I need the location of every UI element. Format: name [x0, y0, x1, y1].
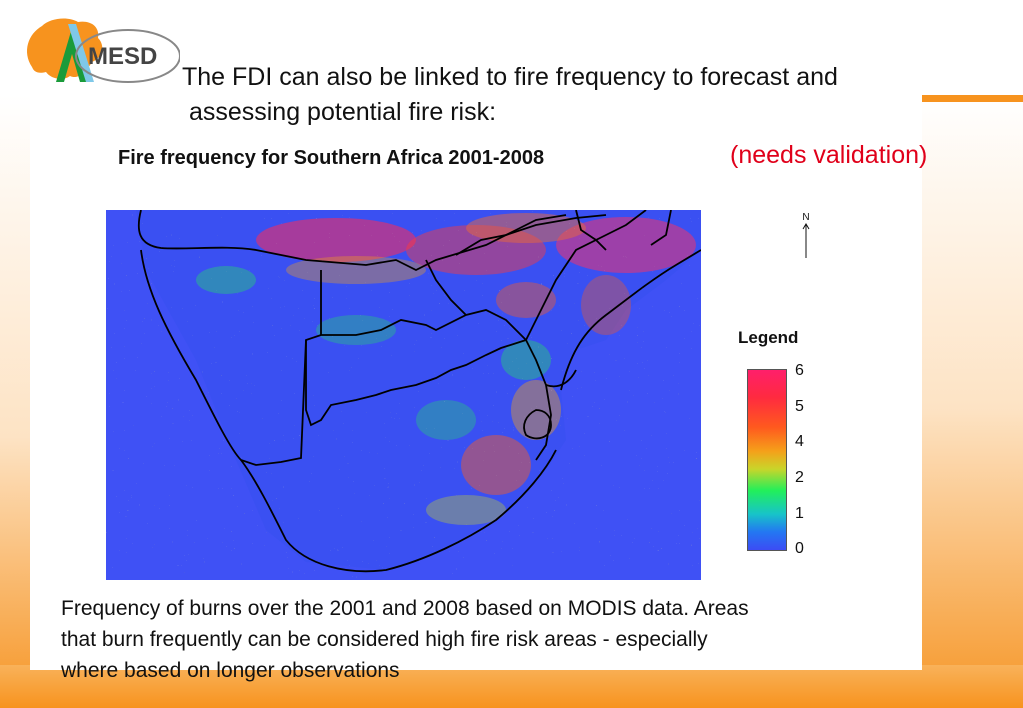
caption-line2: that burn frequently can be considered h…: [61, 628, 708, 651]
left-gradient: [0, 95, 30, 665]
headline: The FDI can also be linked to fire frequ…: [182, 60, 838, 130]
legend-color-bar: [747, 369, 787, 551]
svg-text:N: N: [802, 212, 809, 223]
legend-tick-label: 5: [795, 398, 804, 415]
speckle-texture: [106, 210, 701, 580]
legend-tick-label: 4: [795, 433, 804, 450]
north-arrow: N: [802, 212, 810, 258]
legend-tick-label: 2: [795, 469, 804, 486]
right-gradient: [922, 95, 1023, 665]
legend-tick-label: 6: [795, 362, 804, 379]
validation-note: (needs validation): [730, 141, 928, 169]
svg-text:MESD: MESD: [88, 43, 157, 70]
caption-line1: Frequency of burns over the 2001 and 200…: [61, 597, 749, 620]
bottom-band: [0, 665, 1023, 708]
country-borders: [137, 210, 701, 573]
fire-frequency-map: [106, 210, 701, 580]
map-title: Fire frequency for Southern Africa 2001-…: [118, 147, 545, 169]
caption: Frequency of burns over the 2001 and 200…: [61, 593, 921, 686]
caption-line3: where based on longer observations: [61, 659, 400, 682]
legend-tick-label: 1: [795, 505, 804, 522]
orange-accent-bar: [922, 95, 1023, 102]
headline-line1: The FDI can also be linked to fire frequ…: [182, 63, 838, 91]
amesd-logo: MESD: [27, 18, 180, 83]
legend-title: Legend: [738, 328, 799, 347]
legend-tick-label: 0: [795, 540, 804, 557]
headline-line2: assessing potential fire risk:: [182, 98, 497, 126]
